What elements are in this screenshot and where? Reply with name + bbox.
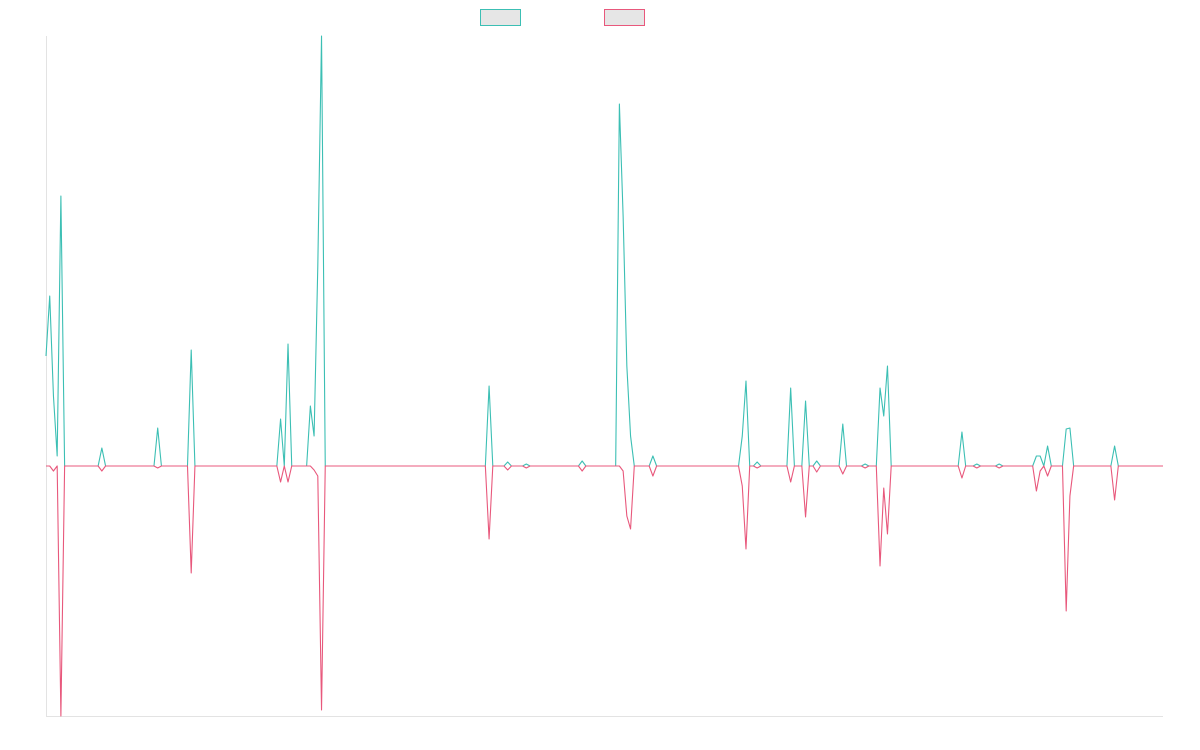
legend[interactable] <box>480 9 645 26</box>
series-line-2 <box>46 465 1163 717</box>
legend-swatch-series-2[interactable] <box>604 9 645 26</box>
plot-area <box>45 35 1163 717</box>
series-line-1 <box>45 35 1163 467</box>
legend-swatch-series-1[interactable] <box>480 9 521 26</box>
